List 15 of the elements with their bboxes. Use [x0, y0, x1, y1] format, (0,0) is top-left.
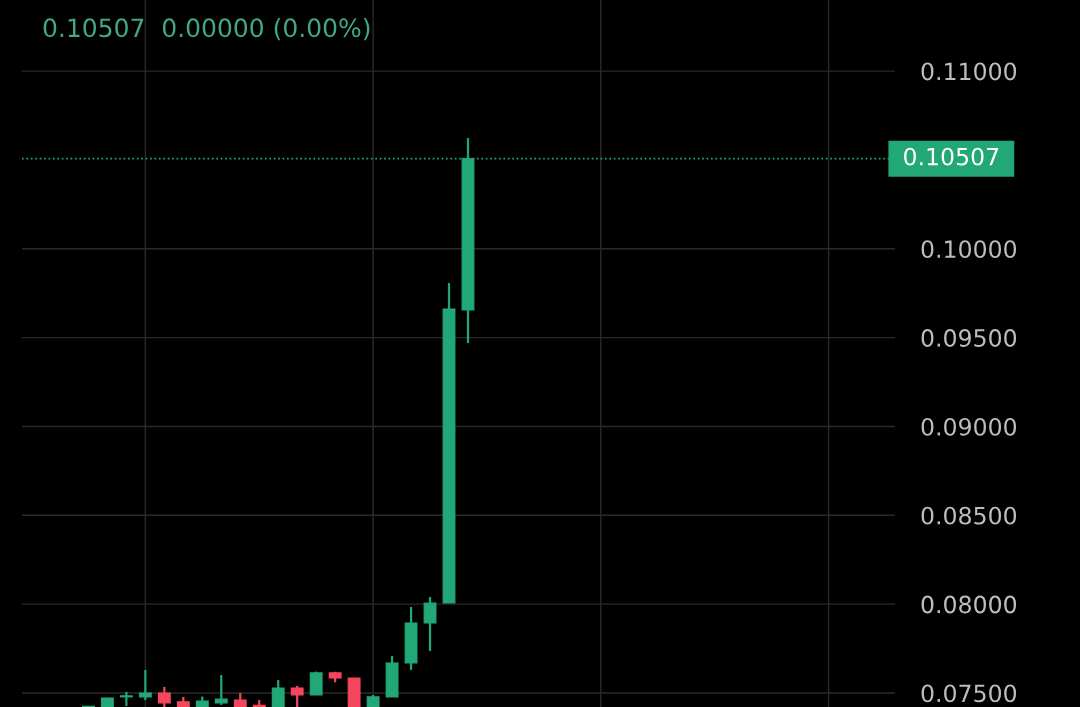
text: 0.10507 0.00000 (0.00%) [43, 17, 370, 41]
y-tick-label: 0.09000 [921, 417, 1017, 436]
candlestick [157, 685, 171, 707]
candlestick [271, 678, 285, 707]
y-tick-label: 0.08500 [921, 506, 1017, 525]
candlestick [290, 684, 304, 707]
candlestick [214, 673, 228, 706]
candlestick [423, 595, 437, 653]
y-tick-label: 0.10000 [921, 240, 1017, 259]
ref-line-label: 0.10507 [904, 147, 999, 166]
y-tick-label: 0.09500 [921, 329, 1017, 347]
y-tick-label: 0.07500 [921, 684, 1017, 703]
candlestick [138, 668, 152, 702]
y-tick-label: 0.08000 [921, 595, 1017, 614]
y-tick-label: 0.11000 [921, 62, 1017, 81]
